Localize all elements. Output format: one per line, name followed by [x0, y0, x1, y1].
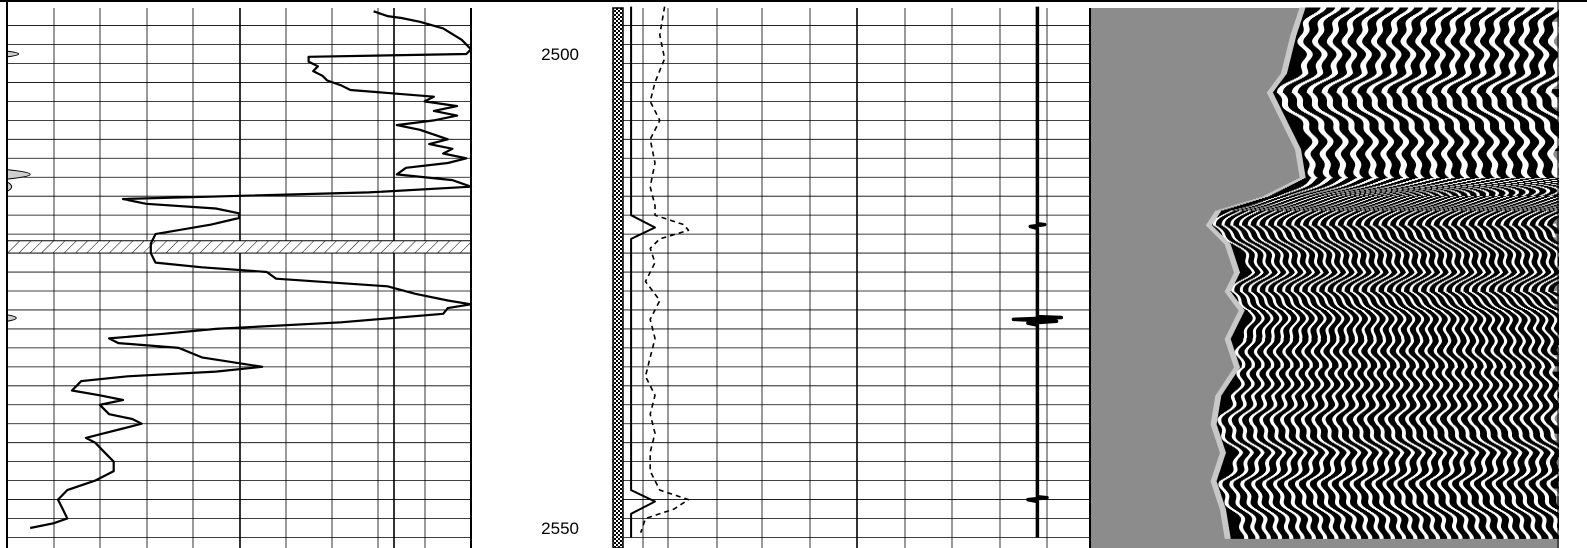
- hatched-interval: [7, 241, 471, 253]
- right-track-image: [1090, 8, 1559, 548]
- cement-bar: [613, 8, 623, 548]
